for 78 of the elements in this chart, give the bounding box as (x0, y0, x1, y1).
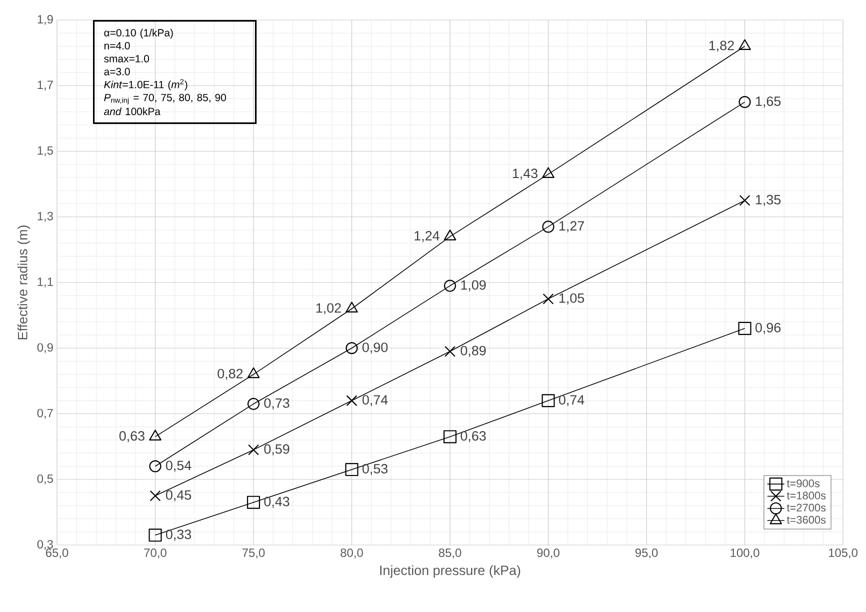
point (247, 398, 260, 410)
y-axis-title: Effective radius (m) (17, 226, 30, 340)
point (346, 342, 358, 354)
x-tick-label: 105,0 (828, 548, 858, 558)
annotation: Kint=1.0E-11 (m$^{2}$) (104, 79, 188, 90)
point (345, 463, 358, 476)
x-tick-label: 90,0 (537, 548, 560, 558)
x-tick-label: 95,0 (635, 548, 658, 558)
legend-label: t=2700s (786, 504, 826, 512)
annotation: smax=1.0 (104, 54, 150, 62)
point (150, 490, 161, 502)
data-label: 1,05 (559, 293, 584, 304)
point (542, 220, 554, 233)
data-label: 0,59 (264, 444, 290, 456)
point (247, 367, 260, 378)
data-label: 0,45 (166, 490, 192, 502)
x-tick-label: 85,0 (438, 548, 462, 558)
data-label: 1,65 (756, 96, 781, 108)
text: P$_{nw,inj}$ = 70, 75, 80, 85, 90 and 100kPa (104, 94, 226, 116)
point (738, 39, 751, 50)
point (444, 230, 456, 240)
data-label: 0,43 (264, 496, 290, 508)
y-tick-label: 0,7 (37, 408, 53, 419)
data-label: 0,74 (362, 395, 388, 406)
point (248, 444, 259, 456)
x-tick-label: 100,0 (730, 548, 760, 558)
data-label: 1,35 (756, 194, 781, 206)
point (346, 302, 358, 313)
point (444, 346, 456, 357)
x-tick-label: 75,0 (242, 548, 265, 558)
legend-label: t=900s (786, 480, 820, 488)
data-label: 0,33 (166, 530, 192, 541)
x-axis-title: Injection pressure (kPa) (380, 565, 520, 578)
data-label: 0,90 (362, 342, 388, 354)
data-label: 0,82 (218, 368, 243, 380)
data-label: 0,74 (558, 395, 584, 406)
y-tick-label: 0,5 (37, 474, 53, 484)
point (149, 430, 162, 441)
data-label: 1,09 (461, 280, 486, 292)
data-label: 0,96 (755, 322, 781, 334)
data-label: 0,89 (460, 346, 486, 357)
y-tick-label: 1,3 (38, 212, 53, 222)
data-label: 0,63 (460, 431, 486, 442)
legend-label: t=1800s (786, 492, 826, 500)
y-tick-label: 1,9 (38, 15, 53, 25)
data-label: 1,02 (316, 303, 341, 314)
data-label: 0,54 (166, 460, 192, 472)
data-label: 1,43 (512, 168, 538, 180)
data-label: 0,53 (362, 464, 388, 476)
legend-label: t=3600s (786, 516, 826, 524)
x-tick-label: 80,0 (340, 548, 363, 558)
y-tick-label: 1,1 (38, 278, 53, 288)
annotation: n=4.0 (104, 42, 130, 50)
point (738, 322, 752, 335)
point (542, 167, 554, 178)
point (346, 395, 358, 406)
point (246, 496, 260, 509)
data-label: 0,73 (264, 398, 290, 410)
point (738, 96, 751, 108)
data-label: 1,82 (709, 40, 734, 52)
point (739, 194, 750, 206)
data-label: 1,24 (414, 231, 440, 242)
point (444, 280, 456, 292)
data-label: 0,63 (119, 431, 144, 442)
annotation: α=0.10 (1/kPa) (104, 28, 173, 39)
point (148, 528, 162, 542)
data-label: 1,27 (559, 221, 584, 232)
y-tick-label: 1,7 (38, 80, 53, 90)
y-tick-label: 0,9 (37, 343, 53, 354)
y-tick-label: 0,3 (37, 540, 53, 550)
x-tick-label: 65,0 (46, 548, 68, 558)
point (542, 293, 554, 304)
x-tick-label: 70,0 (144, 548, 166, 558)
y-tick-label: 1,5 (38, 146, 53, 156)
point (542, 394, 555, 408)
annotation: a=3.0 (104, 68, 130, 76)
point (443, 430, 457, 444)
point (149, 460, 162, 472)
